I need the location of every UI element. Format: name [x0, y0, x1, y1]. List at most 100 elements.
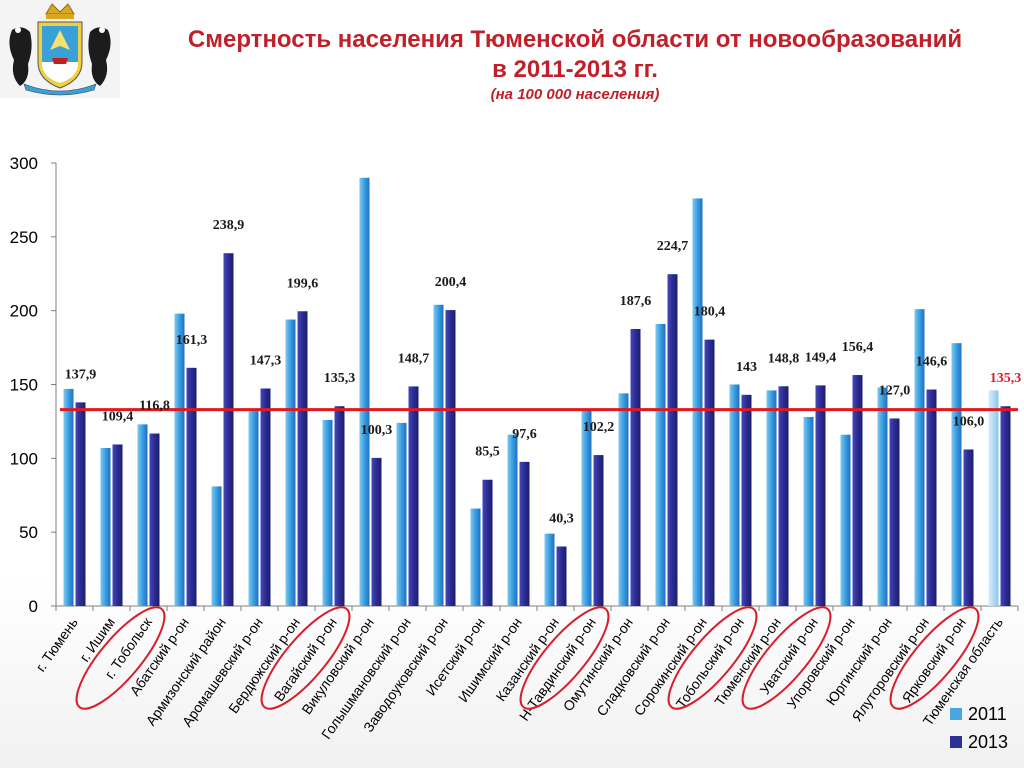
bar-2013: [149, 433, 160, 606]
y-tick-label: 100: [10, 449, 38, 468]
highlight-ellipse: [75, 606, 166, 710]
legend-item-2013: 2013: [950, 728, 1024, 756]
chart-legend: 2011 2013: [950, 700, 1024, 756]
bar-2013: [1000, 406, 1011, 606]
data-label-2013: 199,6: [287, 276, 319, 291]
bar-2013: [186, 367, 197, 606]
bar-2011: [507, 434, 518, 606]
data-label-2013: 147,3: [250, 353, 282, 368]
bar-2011: [581, 409, 592, 606]
data-label-2013: 116,8: [139, 399, 170, 414]
bar-2011: [692, 198, 703, 606]
bar-2011: [803, 416, 814, 606]
y-tick-label: 250: [10, 228, 38, 247]
data-label-2013: 102,2: [583, 420, 615, 435]
legend-label-2011: 2011: [968, 703, 1007, 724]
bar-2011: [766, 390, 777, 606]
chart-title-line2: в 2011-2013 гг.: [492, 56, 658, 83]
data-label-2013: 238,9: [213, 218, 245, 233]
bar-2013: [260, 388, 271, 606]
bar-2013: [445, 310, 456, 606]
legend-swatch-2013: [950, 736, 962, 748]
legend-label-2013: 2013: [968, 731, 1009, 752]
bar-2013: [408, 386, 419, 606]
bar-2013: [778, 386, 789, 606]
bar-2011: [174, 313, 185, 606]
bar-2013: [667, 274, 678, 606]
legend-swatch-2011: [950, 708, 962, 720]
data-label-2013: 109,4: [102, 409, 134, 424]
y-tick-label: 50: [19, 523, 38, 542]
highlight-ellipse: [741, 606, 832, 710]
data-label-2013: 135,3: [990, 371, 1022, 386]
bar-2013: [926, 389, 937, 606]
bar-2013: [963, 449, 974, 606]
bar-2013: [593, 455, 604, 606]
x-category-label: Юргинский р-он: [823, 615, 895, 709]
bar-2013: [297, 311, 308, 606]
bar-2011: [840, 434, 851, 606]
bar-2011: [396, 422, 407, 606]
x-category-label: Тюменский р-он: [711, 615, 784, 709]
bar-2013: [75, 402, 86, 606]
data-label-2013: 97,6: [512, 427, 537, 442]
chart-title-line1: Смертность населения Тюменской области о…: [187, 26, 963, 53]
bar-2013: [852, 375, 863, 606]
bar-2011: [988, 390, 999, 606]
bar-2013: [334, 406, 345, 606]
data-label-2013: 180,4: [694, 305, 726, 320]
tyumen-coat-of-arms-icon: [0, 0, 120, 98]
y-tick-label: 200: [10, 302, 38, 321]
bar-2011: [211, 486, 222, 606]
data-label-2013: 137,9: [65, 367, 97, 382]
y-tick-label: 0: [29, 597, 38, 616]
bar-2013: [741, 394, 752, 606]
bar-2011: [729, 384, 740, 606]
y-tick-label: 150: [10, 376, 38, 395]
data-label-2013: 146,6: [916, 355, 948, 370]
bar-2013: [630, 328, 641, 606]
data-label-2013: 200,4: [435, 275, 467, 290]
bar-2011: [285, 319, 296, 606]
bar-2011: [951, 343, 962, 606]
highlight-ellipse: [667, 606, 758, 710]
bar-2013: [889, 418, 900, 606]
bar-2013: [704, 339, 715, 606]
data-label-2013: 224,7: [657, 239, 689, 254]
chart-subtitle: (на 100 000 населения): [490, 86, 660, 103]
data-label-2013: 156,4: [842, 340, 874, 355]
bar-2013: [519, 461, 530, 606]
bar-2011: [433, 304, 444, 606]
legend-item-2011: 2011: [950, 700, 1024, 728]
y-tick-label: 300: [10, 154, 38, 173]
data-label-2013: 148,7: [398, 351, 430, 366]
bar-2013: [556, 546, 567, 606]
bar-2011: [100, 447, 111, 606]
data-label-2013: 85,5: [475, 445, 500, 460]
bar-2011: [914, 309, 925, 606]
bar-2013: [223, 253, 234, 606]
data-label-2013: 149,4: [805, 350, 837, 365]
bar-2011: [322, 419, 333, 606]
bar-2011: [470, 508, 481, 606]
bar-2013: [371, 457, 382, 606]
x-category-label: г. Тюмень: [32, 615, 81, 675]
bar-2013: [112, 444, 123, 606]
highlight-ellipse: [889, 606, 980, 710]
data-label-2013: 127,0: [879, 383, 911, 398]
bar-2013: [482, 479, 493, 606]
bar-2011: [877, 387, 888, 606]
data-label-2013: 187,6: [620, 294, 652, 309]
bar-2011: [137, 424, 148, 606]
data-label-2013: 106,0: [953, 414, 985, 429]
bar-2011: [63, 388, 74, 606]
bar-2013: [815, 385, 826, 606]
highlight-ellipse: [260, 606, 351, 710]
bar-2011: [655, 323, 666, 606]
bar-2011: [544, 533, 555, 606]
highlight-ellipse: [519, 606, 610, 710]
data-label-2013: 161,3: [176, 333, 208, 348]
data-label-2013: 135,3: [324, 371, 356, 386]
data-label-2013: 100,3: [361, 423, 393, 438]
